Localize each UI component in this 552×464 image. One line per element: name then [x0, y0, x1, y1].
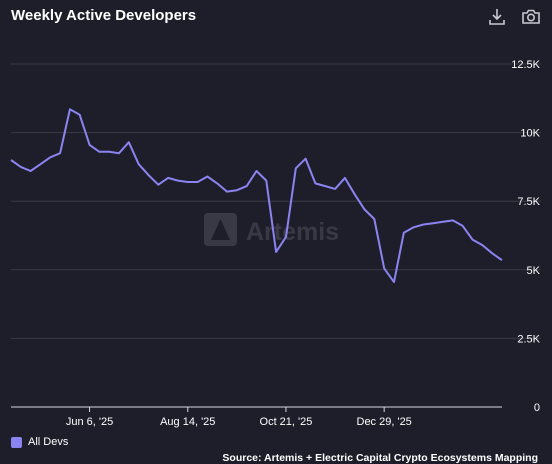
y-tick-label: 0	[534, 402, 540, 414]
camera-icon	[522, 9, 540, 24]
y-tick-label: 7.5K	[517, 196, 540, 208]
y-tick-label: 5K	[527, 265, 541, 277]
series-line-all-devs[interactable]	[10, 108, 503, 284]
watermark-logo-mark	[211, 219, 230, 240]
series	[10, 108, 503, 284]
gridlines	[11, 63, 541, 339]
download-button[interactable]	[486, 6, 508, 28]
y-tick-label: 2.5K	[517, 333, 540, 345]
source-note: Source: Artemis + Electric Capital Crypt…	[222, 452, 538, 464]
download-icon	[489, 9, 505, 25]
x-tick-label: Aug 14, '25	[160, 416, 215, 428]
legend-item-all-devs[interactable]: All Devs	[11, 436, 68, 448]
screenshot-button[interactable]	[520, 6, 542, 28]
x-tick-label: Jun 6, '25	[66, 416, 113, 428]
chart-toolbar	[486, 6, 542, 28]
artemis-watermark: Artemis	[204, 213, 339, 246]
watermark-logo	[204, 213, 237, 246]
watermark-text: Artemis	[246, 218, 339, 246]
legend-swatch	[11, 436, 22, 448]
chart-title: Weekly Active Developers	[11, 7, 197, 24]
y-tick-label: 10K	[520, 128, 540, 140]
y-tick-label: 12.5K	[511, 59, 540, 71]
x-tick-label: Dec 29, '25	[357, 416, 412, 428]
x-tick-label: Oct 21, '25	[260, 416, 313, 428]
axes: 0 2.5K 5K 7.5K 10K 12.5K Jun 6, '25 Aug 14, '25…	[11, 59, 541, 428]
legend-label: All Devs	[28, 436, 69, 448]
